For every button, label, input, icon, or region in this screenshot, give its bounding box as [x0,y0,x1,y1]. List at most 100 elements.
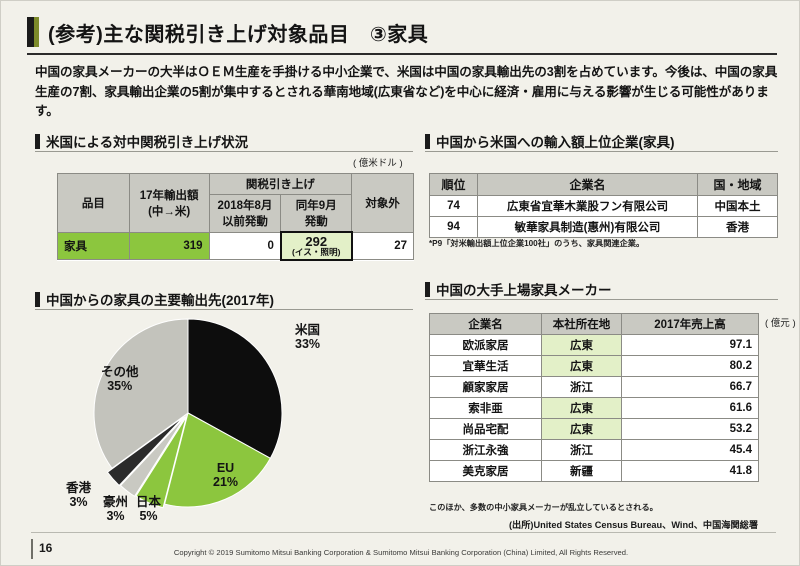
page-title: (参考)主な関税引き上げ対象品目 ③家具 [27,15,777,49]
pie-slice [135,416,187,509]
section-header-makers: 中国の大手上場家具メーカー [425,279,612,299]
pie-chart: 米国 33% EU 21% 日本 5% 豪州 3% 香港 3% その他 35% [63,313,408,523]
title-text: (参考)主な関税引き上げ対象品目 ③家具 [48,23,429,46]
th-maker-hq: 本社所在地 [541,313,622,335]
pie-label-australia-name: 豪州 [103,495,129,509]
lead-paragraph: 中国の家具メーカーの大半はＯＥＭ生産を手掛ける中小企業で、米国は中国の家具輸出先… [35,65,778,119]
pie-label-australia-value: 3% [106,509,125,524]
makers-note: このほか、多数の中小家具メーカーが乱立しているとされる。 [429,503,658,512]
td-rank: 94 [429,216,478,238]
pie-chart-svg [93,318,283,509]
pie-slice [106,416,184,487]
td-maker-hq: 広東 [541,418,622,440]
source-label: (出所)United States Census Bureau、Wind、中国海… [509,520,759,530]
section-divider-importers [425,151,778,152]
pie-label-us: 米国 33% [295,323,320,352]
td-maker-hq: 広東 [541,334,622,356]
td-excluded-value: 27 [351,231,414,261]
pie-label-us-value: 33% [295,337,321,352]
table-header-row: 順位 企業名 国・地域 [429,173,778,196]
th-maker-sales: 2017年売上高 [621,313,759,335]
td-company: 敏華家具制造(惠州)有限公司 [477,216,698,238]
td-maker-company: 索非亜 [429,397,542,419]
pie-slice [187,318,283,459]
th-group-tariff-raise: 関税引き上げ [208,173,353,195]
td-maker-company: 欧派家居 [429,334,542,356]
pie-label-other-value: 35% [107,379,133,394]
section-header-tariff: 米国による対中関税引き上げ状況 [35,131,248,151]
th-export-sub: (中→米) [148,205,191,218]
pie-label-us-name: 米国 [295,323,321,337]
table-header-row: 企業名 本社所在地 2017年売上高 [429,313,759,335]
table-header-row-2: 2018年8月 以前発動 同年9月 発動 [58,194,414,233]
section-tick-icon [425,133,430,149]
table-row: 94 敏華家具制造(惠州)有限公司 香港 [429,216,778,238]
footer-divider [31,532,776,533]
pie-label-other-name: その他 [101,365,139,379]
th-sep-sub: 発動 [304,216,328,228]
td-maker-company: 美克家居 [429,460,542,482]
section-header-pie: 中国からの家具の主要輸出先(2017年) [35,289,274,309]
section-title-importers: 中国から米国への輸入額上位企業(家具) [436,135,675,150]
pie-label-japan-value: 5% [139,509,158,524]
th-region: 国・地域 [697,173,778,196]
td-maker-hq: 浙江 [541,439,622,461]
pie-label-eu-value: 21% [213,475,239,490]
th-sep-main: 同年9月 [295,200,337,212]
table-header-row: 品目 17年輸出額 (中→米) 関税引き上げ 対象外 [57,173,414,233]
section-tick-icon [425,281,430,297]
pie-label-hongkong-name: 香港 [66,481,92,495]
td-maker-sales: 66.7 [621,376,759,398]
td-maker-sales: 61.6 [621,397,759,419]
section-divider-pie [35,309,413,310]
td-company: 広東省宜華木業股フン有限公司 [477,195,698,217]
copyright-text: Copyright © 2019 Sumitomo Mitsui Banking… [173,548,629,557]
section-title-makers: 中国の大手上場家具メーカー [436,283,612,298]
section-divider-tariff [35,151,413,152]
table-row: 美克家居 新疆 41.8 [429,460,759,482]
td-maker-company: 宜華生活 [429,355,542,377]
td-pre-aug-value: 0 [208,231,282,261]
table-row: 顧家家居 浙江 66.7 [429,376,759,398]
td-sep-value-highlight: 292 (イス・照明) [279,231,353,261]
th-excluded: 対象外 [351,173,414,233]
td-maker-sales: 41.8 [621,460,759,482]
title-accent-black [27,17,34,47]
td-maker-company: 浙江永強 [429,439,542,461]
td-maker-company: 尚品宅配 [429,418,542,440]
td-maker-hq: 浙江 [541,376,622,398]
section-header-importers: 中国から米国への輸入額上位企業(家具) [425,131,675,151]
td-sep-note: (イス・照明) [292,247,341,257]
table-row: 宜華生活 広東 80.2 [429,355,759,377]
pie-label-hongkong: 香港 3% [66,481,91,510]
table-row: 74 広東省宜華木業股フン有限公司 中国本土 [429,195,778,217]
pie-label-japan-name: 日本 [136,495,162,509]
th-pre-aug: 2018年8月 以前発動 [208,194,282,233]
pie-label-hongkong-value: 3% [69,495,88,510]
importers-table: 順位 企業名 国・地域 74 広東省宜華木業股フン有限公司 中国本土 94 敏華… [429,173,778,238]
makers-table: 企業名 本社所在地 2017年売上高 欧派家居 広東 97.1 宜華生活 広東 … [429,313,759,482]
td-maker-sales: 80.2 [621,355,759,377]
table-row: 索非亜 広東 61.6 [429,397,759,419]
pie-slice [119,416,186,498]
table-row: 浙江永強 浙江 45.4 [429,439,759,461]
table-row: 家具 319 0 292 (イス・照明) 27 [57,231,414,261]
pie-label-eu-name: EU [216,461,235,475]
unit-label-makers: ( 億元 ) [765,318,796,329]
title-divider [27,53,777,55]
td-region: 香港 [697,216,778,238]
td-item-furniture: 家具 [57,231,130,261]
section-title-pie: 中国からの家具の主要輸出先(2017年) [46,293,275,308]
th-rank: 順位 [429,173,478,196]
page-number: 16 [39,541,53,555]
section-tick-icon [35,291,40,307]
page-number-accent [31,539,33,559]
th-maker-company: 企業名 [429,313,542,335]
unit-label-tariff: ( 億米ドル ) [353,158,403,169]
th-company: 企業名 [477,173,698,196]
pie-label-eu: EU 21% [213,461,238,490]
table-row: 尚品宅配 広東 53.2 [429,418,759,440]
importers-note: *P9「対米輸出額上位企業100社」のうち、家具関連企業。 [429,239,645,248]
th-export-main: 17年輸出額 [139,189,199,202]
table-row: 欧派家居 広東 97.1 [429,334,759,356]
